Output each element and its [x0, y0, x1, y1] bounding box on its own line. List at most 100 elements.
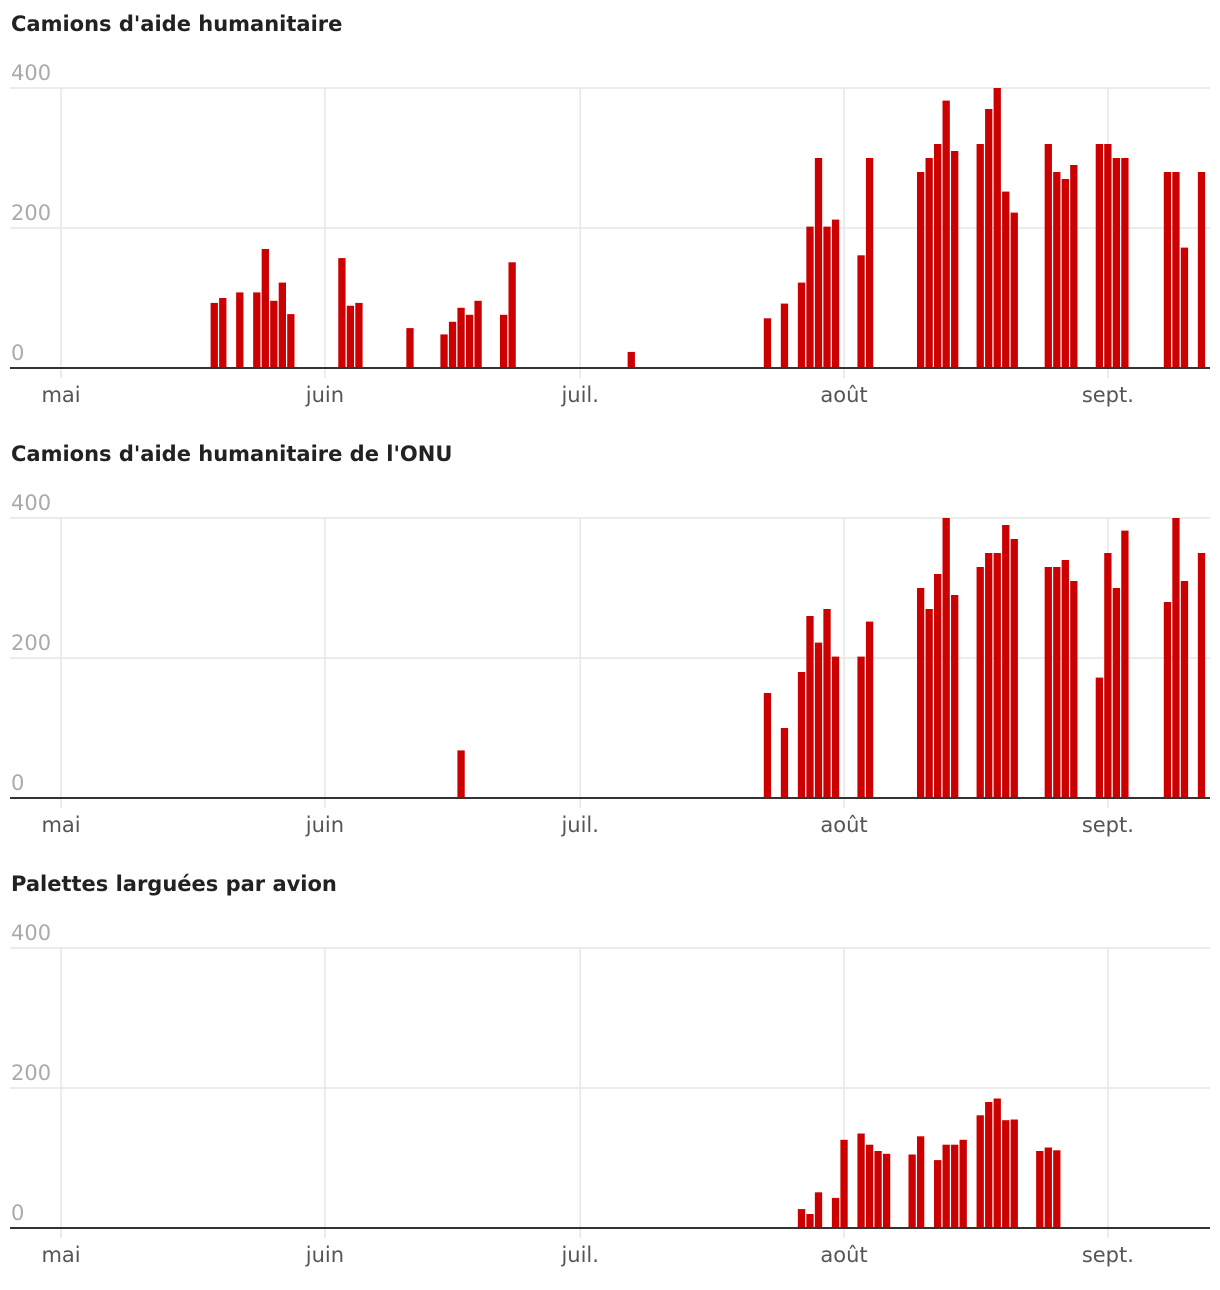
x-tick-label: août: [820, 383, 867, 407]
bar: [499, 314, 508, 368]
x-tick-label: juil.: [560, 383, 599, 407]
bar: [1010, 1119, 1018, 1228]
bar: [942, 518, 950, 798]
bar: [823, 226, 831, 368]
bar: [1197, 172, 1206, 368]
x-tick-label: juil.: [560, 813, 599, 837]
bar: [465, 314, 474, 368]
bar: [1053, 567, 1061, 798]
chart-title: Palettes larguées par avion: [11, 872, 337, 896]
bar: [338, 258, 346, 368]
bar: [261, 249, 269, 368]
bar: [814, 642, 823, 798]
y-tick-label: 0: [11, 771, 24, 795]
bar: [1002, 1120, 1010, 1228]
bar: [942, 1144, 950, 1228]
y-tick-label: 0: [11, 341, 24, 365]
chart-camions: 0 200 400 mai juin juil. août sept.: [10, 61, 1210, 407]
bar: [1163, 602, 1172, 798]
bar: [1070, 581, 1078, 798]
bar: [1197, 553, 1206, 798]
bar: [1010, 539, 1018, 798]
bar: [976, 1115, 984, 1228]
bar: [857, 656, 865, 798]
x-tick-label: sept.: [1082, 383, 1134, 407]
bar: [1104, 144, 1112, 368]
bar: [840, 1139, 848, 1228]
x-tick-label: août: [820, 1243, 867, 1267]
bar: [346, 305, 355, 368]
bar: [797, 282, 806, 368]
bar: [942, 100, 950, 368]
bar: [797, 672, 806, 798]
x-tick-label: mai: [41, 1243, 80, 1267]
bar: [1053, 172, 1061, 368]
x-tick-label: sept.: [1082, 813, 1134, 837]
bar: [831, 1197, 840, 1228]
x-tick-label: juin: [305, 813, 344, 837]
bar: [508, 262, 516, 368]
bar: [236, 292, 244, 368]
bar: [916, 588, 925, 798]
y-tick-label: 400: [11, 61, 51, 85]
y-tick-label: 200: [11, 1061, 51, 1085]
y-tick-label: 200: [11, 201, 51, 225]
bar: [865, 621, 874, 798]
bar: [270, 300, 278, 368]
bar: [474, 300, 482, 368]
bar: [355, 302, 363, 368]
bar: [1095, 144, 1104, 368]
bar: [1121, 158, 1129, 368]
x-tick-label: mai: [41, 813, 80, 837]
y-tick-label: 0: [11, 1201, 24, 1225]
bar: [823, 609, 831, 798]
bar: [406, 328, 414, 368]
bar: [925, 158, 933, 368]
bar: [857, 1133, 865, 1228]
bar: [210, 302, 218, 368]
bar: [934, 1160, 942, 1228]
bar: [457, 307, 465, 368]
chart-panel-palettes: Palettes larguées par avion 0 200 400 mai ju…: [0, 860, 1220, 1290]
bar: [916, 1136, 925, 1228]
bar: [448, 321, 457, 368]
bar: [219, 298, 227, 368]
bar: [1010, 212, 1018, 368]
bar: [1053, 1150, 1061, 1228]
bar: [865, 158, 874, 368]
x-tick-label: mai: [41, 383, 80, 407]
bar: [831, 656, 840, 798]
bar: [985, 109, 993, 368]
bar: [1121, 530, 1129, 798]
bar: [1172, 518, 1180, 798]
bar: [253, 292, 261, 368]
bar: [1112, 588, 1121, 798]
bar: [1044, 567, 1052, 798]
bar: [287, 314, 295, 368]
bar: [874, 1151, 882, 1228]
bar: [985, 1102, 993, 1228]
chart-title: Camions d'aide humanitaire: [11, 12, 343, 36]
bar: [814, 1192, 823, 1228]
bar: [934, 144, 942, 368]
x-tick-label: juin: [305, 1243, 344, 1267]
bar: [763, 318, 772, 368]
bar: [951, 595, 959, 798]
bar: [797, 1209, 806, 1228]
bar: [925, 609, 933, 798]
x-tick-label: juil.: [560, 1243, 599, 1267]
bar: [806, 1214, 814, 1228]
bar: [959, 1139, 967, 1228]
bar: [1061, 560, 1069, 798]
bar: [916, 172, 925, 368]
chart-panel-camions: Camions d'aide humanitaire 0 200 400 mai jui…: [0, 0, 1220, 430]
bar: [780, 303, 789, 368]
bar: [976, 567, 984, 798]
bar: [278, 282, 286, 368]
bar: [763, 693, 772, 798]
bar: [1044, 1147, 1052, 1228]
bar: [908, 1154, 916, 1228]
x-tick-label: août: [820, 813, 867, 837]
bar: [1104, 553, 1112, 798]
bar: [951, 151, 959, 368]
